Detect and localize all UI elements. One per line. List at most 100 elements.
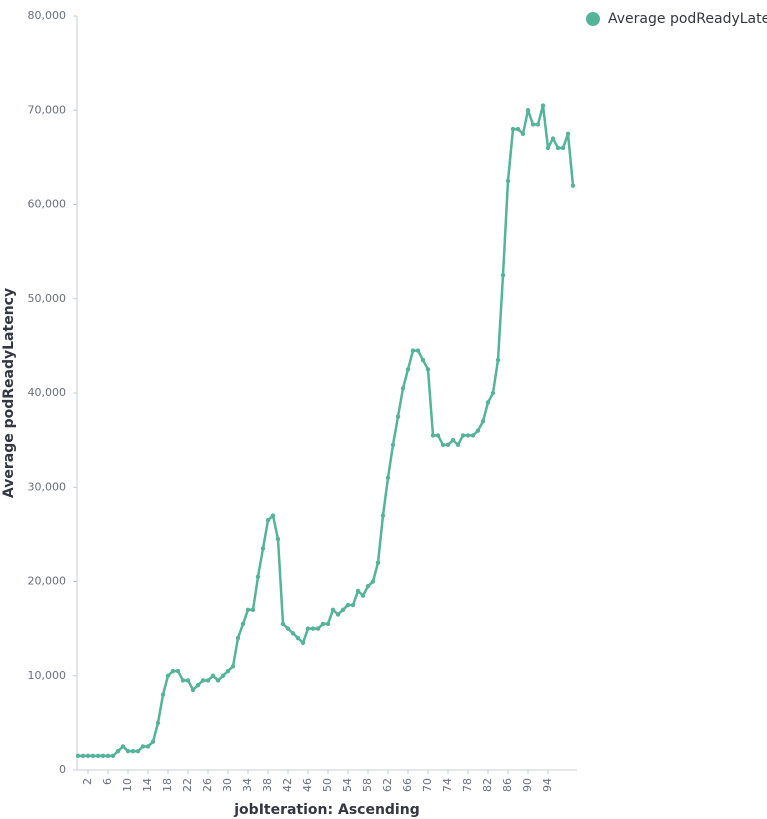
- data-point: [190, 687, 196, 693]
- data-point: [265, 518, 271, 523]
- data-point: [105, 753, 111, 759]
- data-point: [485, 400, 491, 405]
- data-point: [445, 442, 451, 448]
- data-point: [410, 348, 416, 353]
- x-tick-label: 2: [81, 778, 94, 785]
- x-tick-label: 90: [521, 778, 534, 792]
- x-tick-label: 50: [321, 778, 334, 792]
- data-point: [480, 419, 486, 424]
- x-tick-label: 74: [441, 778, 454, 792]
- data-point: [145, 744, 151, 749]
- x-axis-title: jobIteration: Ascending: [233, 802, 419, 818]
- data-point: [545, 145, 551, 151]
- data-point: [320, 621, 326, 627]
- x-tick-label: 14: [141, 778, 154, 792]
- data-point: [460, 433, 466, 438]
- data-point: [285, 626, 291, 631]
- y-tick-label: 70,000: [28, 103, 67, 116]
- x-tick-label: 94: [541, 778, 554, 792]
- legend-label: Average podReadyLatency: [608, 11, 767, 27]
- data-point: [170, 668, 176, 674]
- data-point: [225, 668, 231, 674]
- y-axis-title: Average podReadyLatency: [1, 288, 17, 498]
- y-tick-label: 10,000: [28, 669, 67, 682]
- y-tick-label: 30,000: [28, 480, 67, 493]
- data-point: [360, 593, 366, 598]
- data-point: [80, 753, 86, 759]
- data-point: [305, 626, 311, 631]
- x-tick-label: 54: [341, 778, 354, 792]
- data-point: [430, 433, 436, 438]
- data-point: [135, 748, 141, 754]
- data-point: [440, 442, 446, 448]
- x-tick-label: 22: [181, 778, 194, 792]
- data-point: [250, 607, 256, 612]
- x-tick-label: 86: [501, 778, 514, 792]
- x-tick-label: 10: [121, 778, 134, 792]
- data-point: [350, 602, 356, 608]
- data-point: [185, 678, 191, 683]
- series-line: [78, 104, 575, 758]
- data-point: [390, 442, 396, 448]
- data-point: [195, 682, 201, 688]
- x-tick-label: 6: [101, 778, 114, 785]
- data-point: [140, 744, 146, 749]
- data-point: [125, 748, 131, 754]
- legend-swatch: [586, 12, 600, 26]
- data-point: [90, 753, 96, 759]
- data-point: [230, 664, 236, 669]
- x-tick-label: 46: [301, 778, 314, 792]
- y-tick-label: 0: [59, 763, 66, 776]
- data-point: [475, 428, 481, 433]
- data-point: [450, 437, 456, 443]
- data-point: [255, 574, 261, 579]
- x-tick-label: 26: [201, 778, 214, 792]
- data-point: [470, 433, 476, 438]
- data-point: [425, 367, 431, 372]
- y-tick-label: 60,000: [28, 198, 67, 211]
- data-point: [355, 588, 361, 594]
- data-point: [220, 673, 226, 678]
- data-point: [405, 367, 411, 372]
- data-point: [560, 145, 566, 151]
- data-point: [240, 621, 246, 627]
- data-point: [370, 579, 376, 584]
- data-point: [495, 357, 501, 363]
- data-point: [490, 390, 496, 396]
- data-point: [510, 126, 516, 132]
- data-point: [205, 678, 211, 683]
- x-tick-label: 62: [381, 778, 394, 792]
- data-point: [85, 753, 91, 759]
- data-point: [565, 131, 571, 137]
- data-point: [210, 673, 216, 678]
- data-point: [325, 621, 331, 627]
- data-point: [340, 607, 346, 612]
- data-point: [110, 753, 116, 759]
- x-tick-label: 18: [161, 778, 174, 792]
- data-point: [100, 753, 106, 759]
- data-point: [330, 607, 336, 612]
- data-point: [535, 122, 541, 127]
- x-tick-label: 42: [281, 778, 294, 792]
- data-point: [315, 626, 321, 631]
- data-point: [200, 678, 206, 683]
- x-tick-label: 38: [261, 778, 274, 792]
- data-point: [130, 748, 136, 754]
- data-point: [465, 433, 471, 438]
- data-point: [335, 612, 341, 617]
- data-point: [555, 145, 561, 151]
- x-tick-label: 78: [461, 778, 474, 792]
- x-tick-label: 66: [401, 778, 414, 792]
- data-point: [520, 131, 526, 137]
- data-point: [540, 103, 546, 108]
- data-point: [515, 126, 521, 132]
- data-point: [155, 720, 161, 726]
- data-point: [550, 136, 556, 141]
- data-point: [120, 744, 126, 749]
- data-point: [290, 631, 296, 636]
- data-point: [260, 546, 266, 551]
- x-tick-label: 70: [421, 778, 434, 792]
- data-point: [385, 475, 391, 481]
